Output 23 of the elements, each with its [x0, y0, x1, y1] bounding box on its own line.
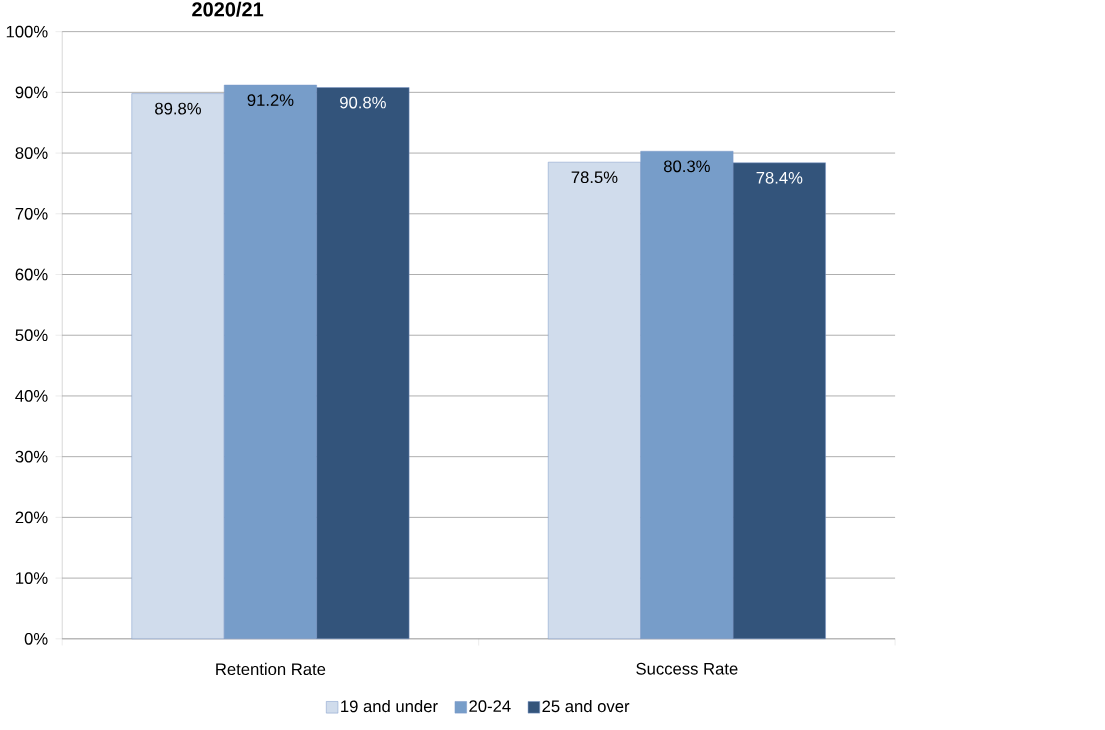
- y-tick-label: 50%: [15, 329, 48, 341]
- y-tick-label: 40%: [15, 389, 48, 402]
- y-tick-label: 10%: [16, 571, 48, 584]
- data-label: 91.2%: [247, 93, 294, 106]
- legend-label: 25 and over: [542, 699, 630, 713]
- x-tick-label: Success Rate: [636, 662, 738, 675]
- data-label: 89.8%: [155, 102, 201, 115]
- data-label: 78.5%: [571, 171, 618, 183]
- legend-label: 19 and under: [341, 699, 438, 713]
- y-tick-label: 20%: [15, 511, 48, 524]
- y-tick-label: 0%: [24, 632, 48, 645]
- y-tick-label: 70%: [15, 207, 48, 220]
- legend-label: 20-24: [469, 700, 511, 712]
- data-label: 78.4%: [756, 171, 803, 184]
- chart-title: 2020/21: [192, 1, 264, 17]
- y-tick-label: 90%: [15, 86, 48, 99]
- data-label: 80.3%: [663, 160, 710, 172]
- data-label: 90.8%: [340, 96, 386, 109]
- x-tick-label: Retention Rate: [216, 662, 326, 675]
- y-tick-label: 80%: [15, 146, 48, 159]
- y-tick-label: 60%: [15, 268, 48, 281]
- y-tick-label: 30%: [15, 450, 48, 463]
- y-tick-label: 100%: [6, 25, 48, 38]
